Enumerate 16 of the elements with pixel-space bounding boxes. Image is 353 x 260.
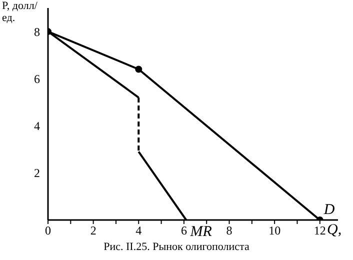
y-axis-title: P, долл/ед. — [2, 0, 38, 24]
x-tick-label: 6 — [180, 224, 187, 238]
y-tick-label: 8 — [34, 24, 40, 39]
y-tick-label: 4 — [34, 119, 40, 134]
x-tick-label: 10 — [268, 224, 281, 238]
x-tick-label: 4 — [136, 224, 142, 238]
x-tick-label: 2 — [90, 224, 96, 238]
x-tick-label: 0 — [45, 224, 51, 238]
series-label: D — [322, 202, 335, 218]
text: Рис. II.25. Рынок олигополиста — [102, 241, 250, 253]
x-tick-label: 12 — [314, 224, 326, 238]
y-tick-label: 2 — [34, 166, 40, 180]
series-label: MR — [189, 224, 212, 240]
x-axis-title: Q, — [327, 222, 342, 239]
y-tick-label: 6 — [34, 72, 40, 86]
x-tick-label: 8 — [226, 224, 232, 238]
